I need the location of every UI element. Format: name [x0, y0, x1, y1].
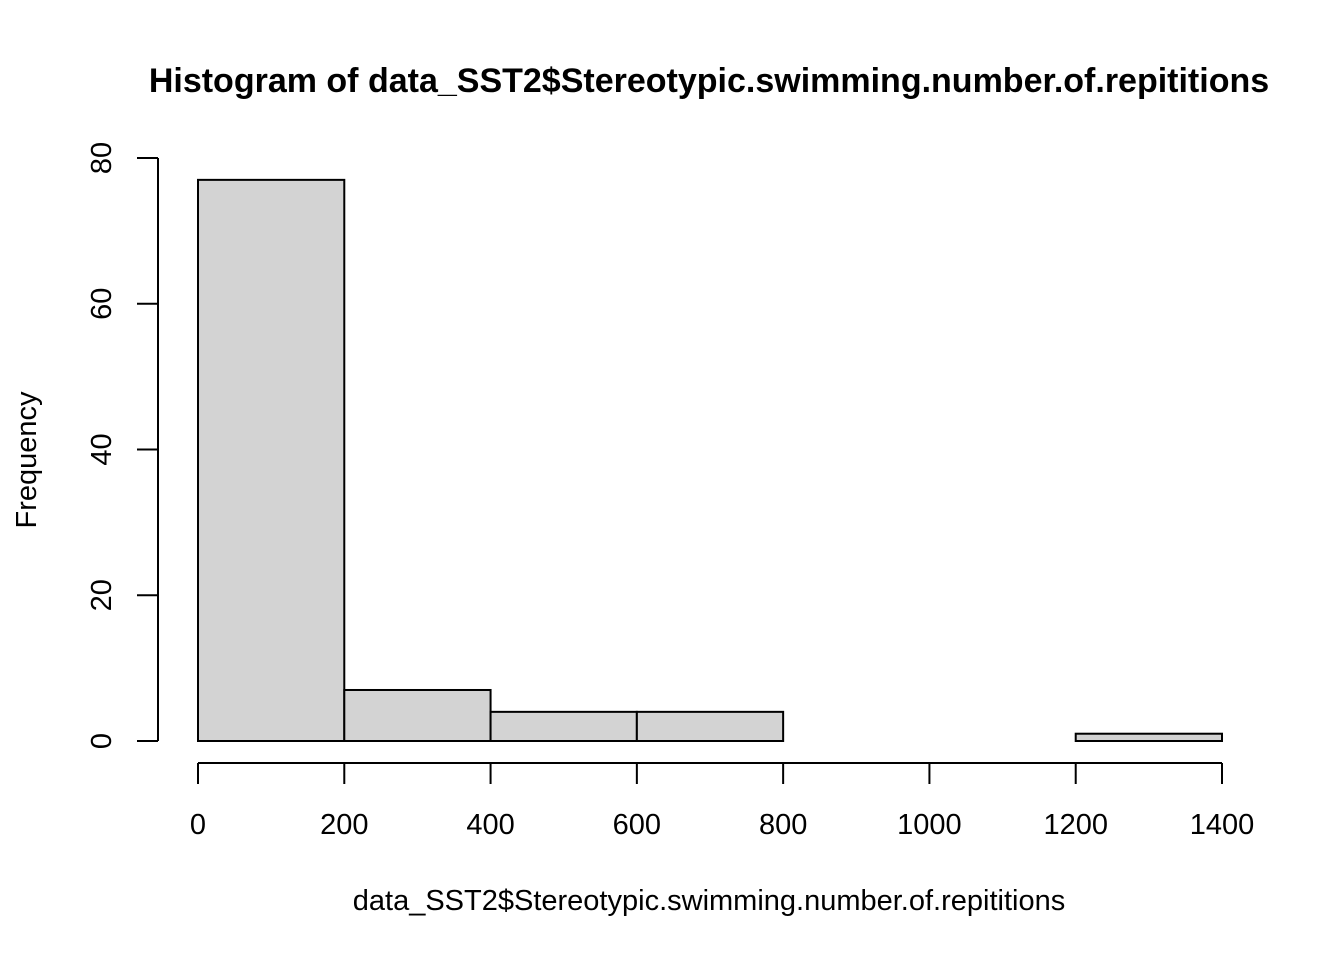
x-tick-label: 1000	[897, 809, 962, 841]
x-tick-label: 400	[466, 809, 514, 841]
histogram-bar	[1074, 732, 1223, 743]
histogram-bar	[489, 710, 638, 742]
x-tick-label: 600	[613, 809, 661, 841]
x-tick-label: 200	[320, 809, 368, 841]
x-axis: 0 200 400 600 800 1000 1200 1400	[190, 762, 1255, 841]
y-tick-label: 20	[86, 579, 118, 611]
x-axis-label: data_SST2$Stereotypic.swimming.number.of…	[353, 885, 1065, 917]
histogram-bar	[635, 710, 785, 742]
y-tick-label: 0	[86, 733, 118, 749]
x-tick-label: 1400	[1190, 809, 1255, 841]
y-tick-label: 80	[86, 142, 118, 174]
histogram-bar	[197, 178, 346, 743]
x-tick-label: 1200	[1043, 809, 1108, 841]
y-axis: 0 20 40 60 80	[86, 142, 159, 749]
bars-group	[197, 178, 1223, 743]
chart-title: Histogram of data_SST2$Stereotypic.swimm…	[149, 62, 1269, 100]
y-tick-label: 40	[86, 433, 118, 465]
x-tick-label: 800	[759, 809, 807, 841]
histogram-bar	[343, 688, 492, 742]
y-tick-label: 60	[86, 288, 118, 320]
y-axis-label: Frequency	[11, 391, 43, 529]
x-tick-label: 0	[190, 809, 206, 841]
